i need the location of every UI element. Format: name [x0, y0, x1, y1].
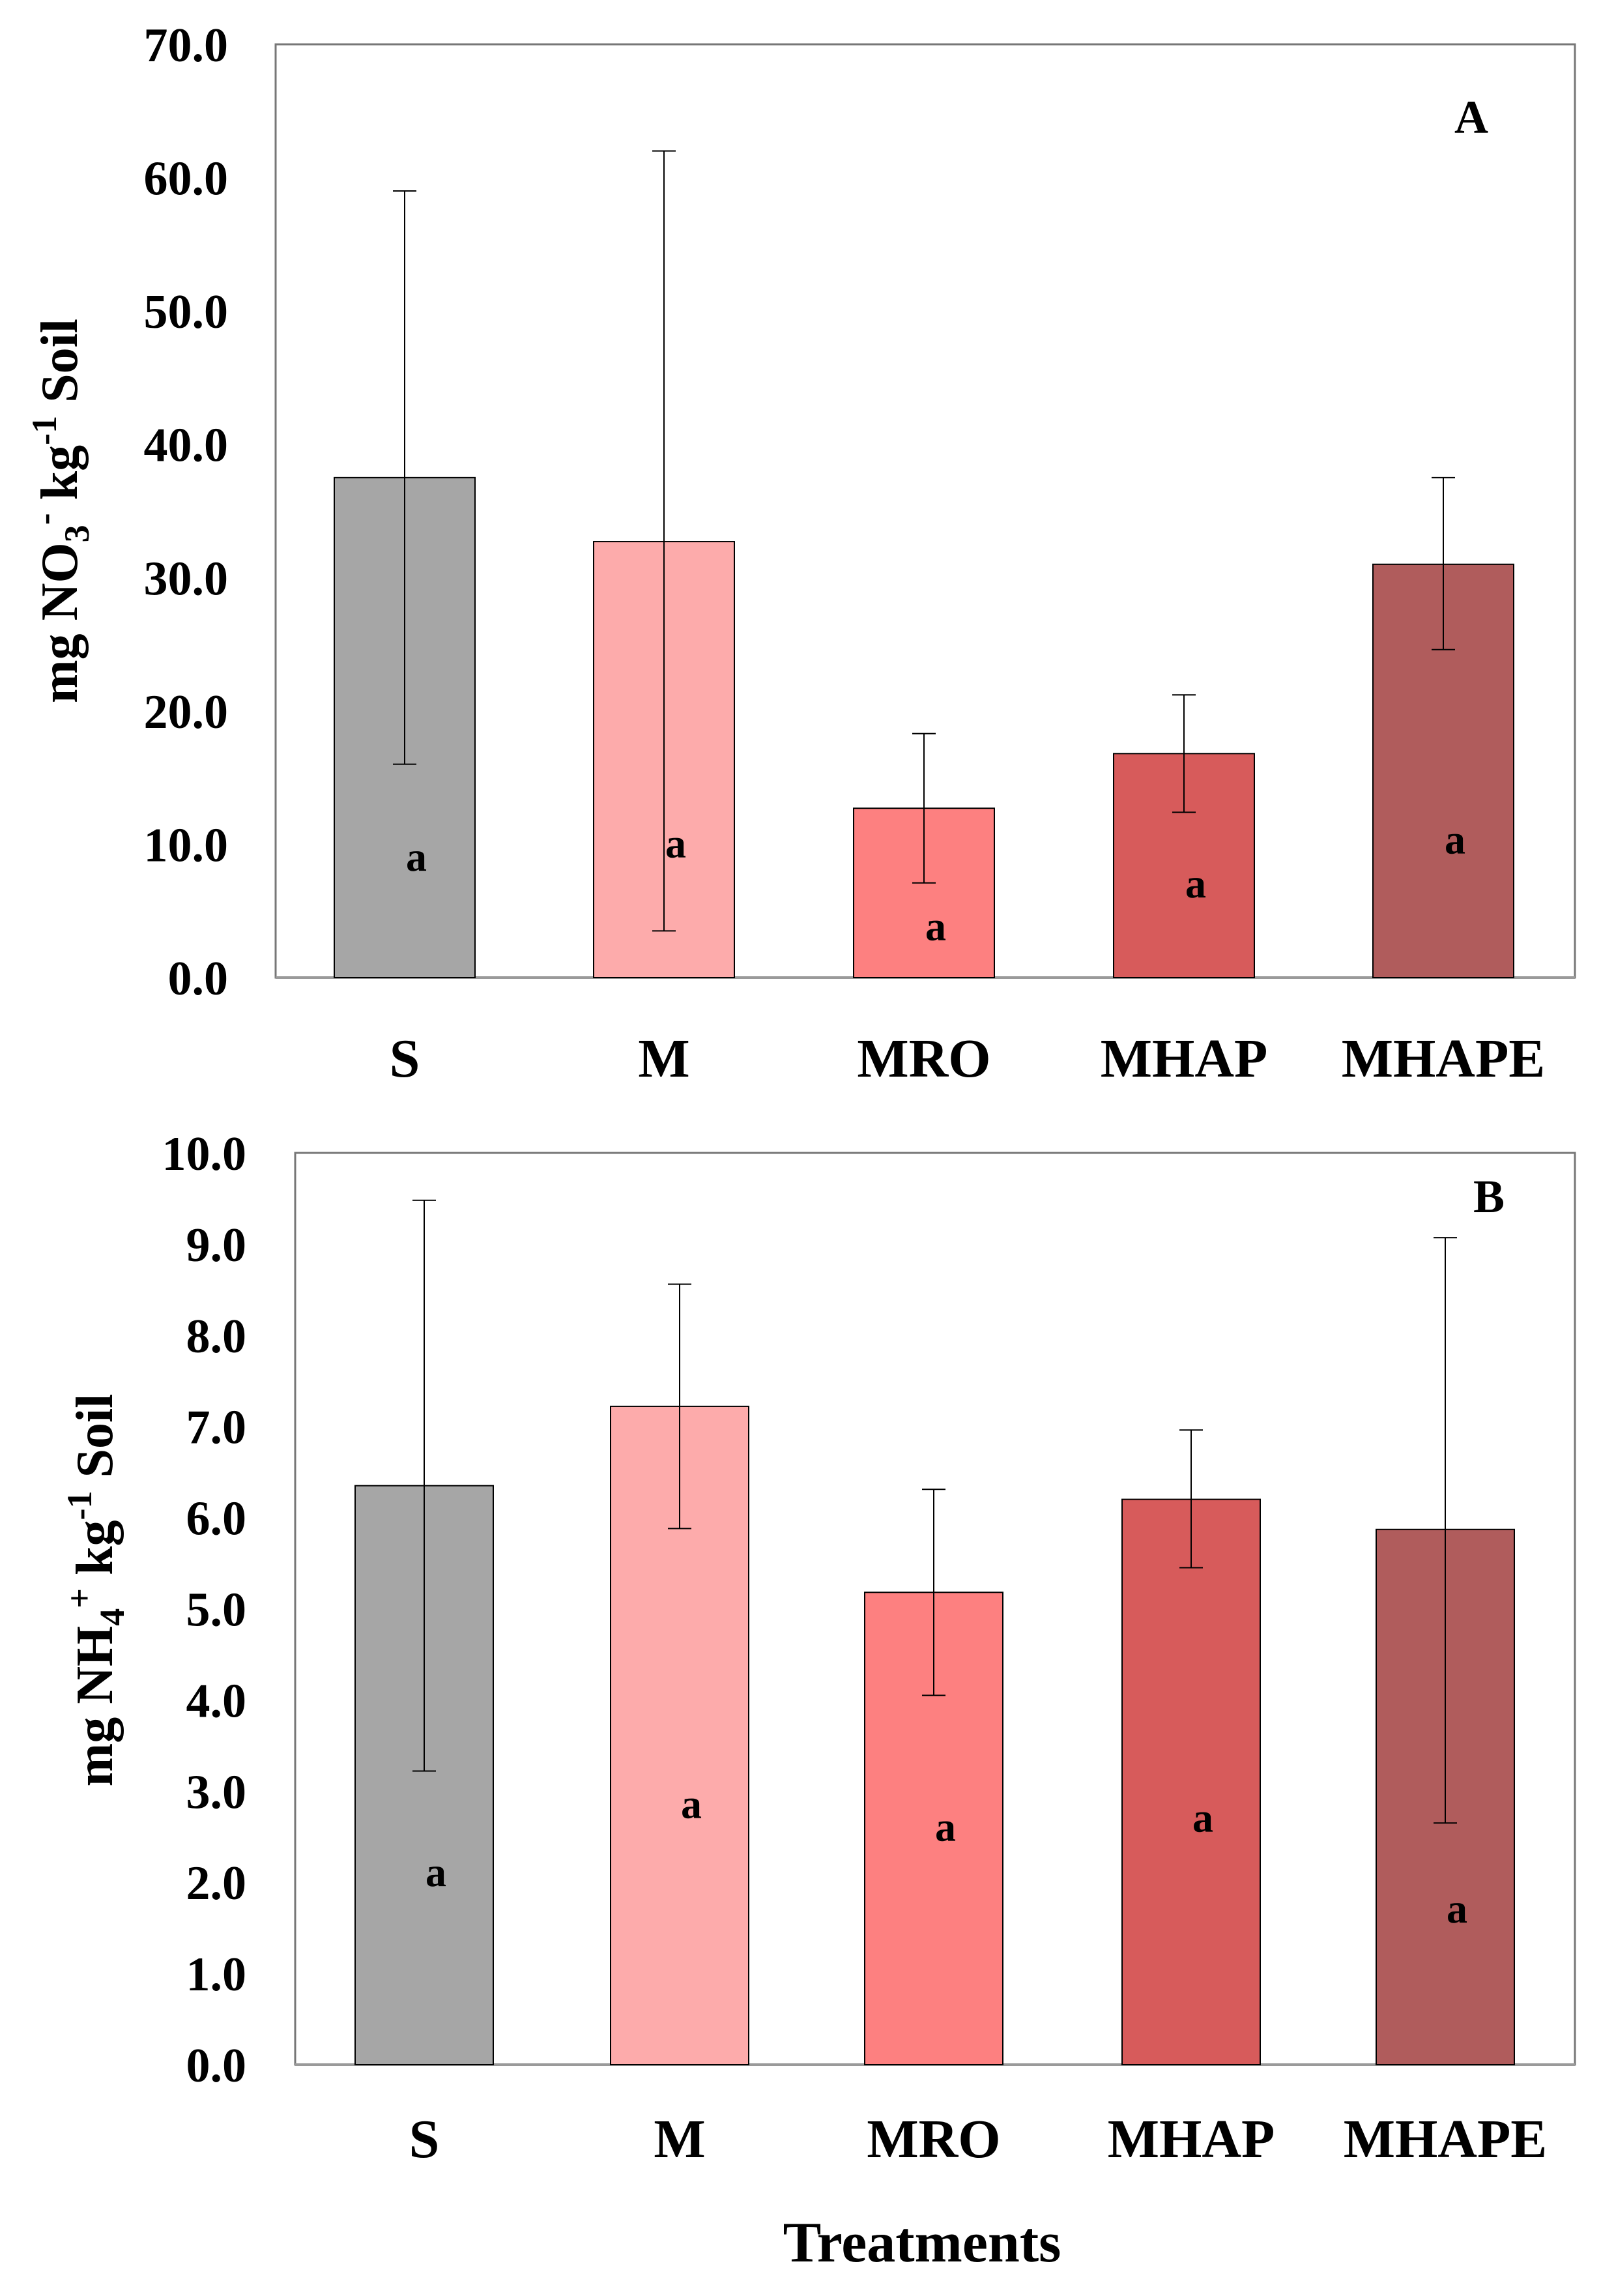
panel-a-label: A	[1454, 91, 1488, 143]
panel-b-category-label-mhape: MHAPE	[1344, 2109, 1548, 2170]
panel-b-y-title-sup2: -1	[60, 1491, 99, 1520]
panel-b-y-tick-label: 8.0	[186, 1310, 247, 1363]
panel-a-y-title-mid: kg	[31, 445, 89, 514]
panel-a-y-title-suffix: Soil	[31, 319, 89, 416]
panel-a-significance-mhape: a	[1445, 816, 1465, 862]
panel-b-y-tick-labels: 0.0 1.0 2.0 3.0 4.0 5.0 6.0 7.0 8.0 9.0 10.0	[162, 1127, 247, 2093]
panel-b-y-tick-label: 7.0	[186, 1401, 247, 1455]
panel-b-y-title-suffix: Soil	[66, 1394, 124, 1491]
panel-a-category-labels: S M MRO MHAP MHAPE	[390, 1028, 1546, 1089]
panel-b-bars	[354, 1405, 1515, 2066]
panel-a-y-tick-label: 40.0	[144, 419, 229, 472]
panel-b-y-tick-label: 2.0	[186, 1857, 247, 1910]
panel-b-category-label-mro: MRO	[867, 2109, 1000, 2170]
panel-a-category-label-mhap: MHAP	[1101, 1028, 1268, 1089]
panel-a-y-axis-title: mg NO3- kg-1 Soil	[25, 319, 96, 703]
panel-b: 0.01.02.03.04.05.06.07.08.09.010.0 aa a aa…	[60, 1127, 1576, 2274]
panel-b-significance-m: a	[681, 1780, 702, 1827]
panel-b-x-axis-title: Treatments	[783, 2211, 1061, 2274]
panel-a-y-tick-labels: 0.0 10.0 20.0 30.0 40.0 50.0 60.0 70.0	[144, 19, 229, 1006]
panel-a-category-label-s: S	[390, 1028, 420, 1089]
panel-b-error-bars	[412, 1199, 1457, 1824]
panel-b-category-label-mhap: MHAP	[1108, 2109, 1275, 2170]
panel-a-category-label-mhape: MHAPE	[1342, 1028, 1546, 1089]
panel-b-y-title-mid: kg	[66, 1520, 124, 1589]
panel-b-y-tick-label: 5.0	[186, 1584, 247, 1637]
panel-b-category-label-m: M	[654, 2109, 705, 2170]
panel-b-y-title-prefix: mg NH	[66, 1626, 124, 1787]
panel-b-bar-mhap	[1121, 1498, 1261, 2066]
panel-b-significance-mhape: a	[1447, 1885, 1467, 1932]
panel-b-significance-labels: a a a a a	[425, 1780, 1467, 1932]
panel-a-y-tick-label: 70.0	[144, 19, 229, 72]
panel-b-y-axis-title: mg NH4+ kg-1 Soil	[60, 1394, 132, 1787]
panel-b-category-label-s: S	[409, 2109, 440, 2170]
panel-a-y-tick-label: 60.0	[144, 153, 229, 206]
panel-b-y-tick-label: 6.0	[186, 1492, 247, 1546]
panel-a-y-tick-label: 20.0	[144, 686, 229, 739]
panel-a-error-bars	[393, 150, 1455, 932]
panel-a-significance-m: a	[665, 820, 686, 866]
panel-a-significance-s: a	[406, 834, 427, 880]
panel-b-label: B	[1473, 1170, 1505, 1223]
panel-a-y-title-sub: 3	[57, 525, 96, 542]
panel-a-significance-mhap: a	[1185, 860, 1206, 907]
panel-a-category-label-mro: MRO	[857, 1028, 990, 1089]
panel-b-y-tick-label: 9.0	[186, 1219, 247, 1272]
panel-a-y-title-prefix: mg NO	[31, 542, 89, 703]
panel-a-significance-labels: a a a a a	[406, 816, 1465, 949]
panel-b-y-title-sup: +	[60, 1588, 99, 1608]
panel-b-y-tick-label: 10.0	[162, 1127, 247, 1181]
panel-a-y-title-sup: -	[25, 513, 64, 525]
panel-a-y-tick-label: 0.0	[168, 952, 229, 1006]
panel-a-significance-mro: a	[925, 903, 946, 949]
panel-a-y-title-sup2: -1	[25, 416, 64, 445]
panel-a-category-label-m: M	[638, 1028, 689, 1089]
panel-b-significance-mro: a	[935, 1803, 956, 1850]
panel-b-y-tick-label: 3.0	[186, 1766, 247, 1819]
panel-a: 0.0 10.0 20.0 30.0 40.0 50.0 60.0 70.0 a a a a a S M…	[25, 19, 1576, 1089]
panel-a-y-tick-label: 50.0	[144, 285, 229, 339]
panel-b-y-title-sub: 4	[93, 1608, 132, 1626]
panel-b-y-tick-label: 4.0	[186, 1674, 247, 1728]
panel-b-y-tick-label: 0.0	[186, 2039, 247, 2093]
panel-a-y-tick-label: 30.0	[144, 552, 229, 605]
panel-b-significance-mhap: a	[1192, 1794, 1213, 1840]
panel-b-category-labels: S M MRO MHAP MHAPE	[409, 2109, 1548, 2170]
panel-a-y-tick-label: 10.0	[144, 819, 229, 872]
panel-b-significance-s: a	[425, 1849, 446, 1895]
panel-b-y-tick-label: 1.0	[186, 1948, 247, 2001]
